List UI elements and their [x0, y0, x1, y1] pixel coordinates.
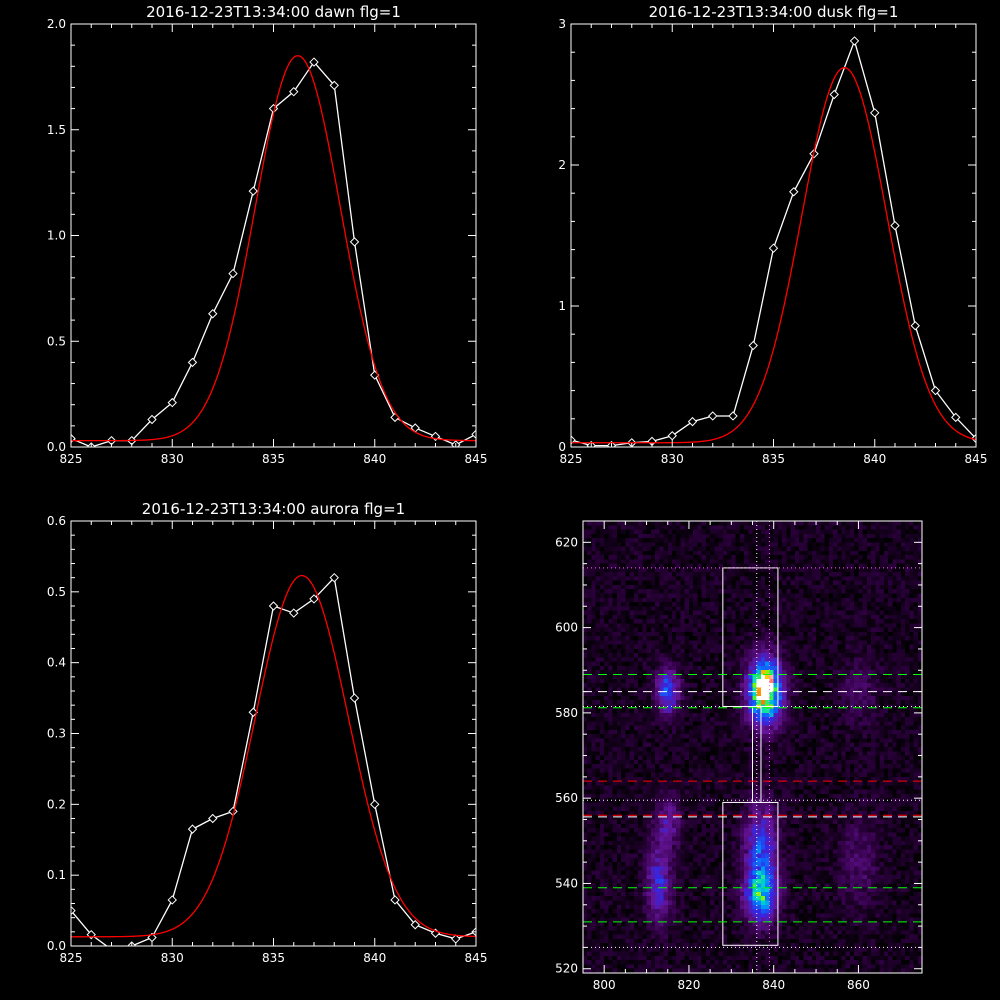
- y-tick-label: 520: [555, 962, 578, 976]
- data-point-diamond: [167, 895, 177, 905]
- data-point-diamond: [390, 895, 400, 905]
- x-tick-label: 825: [60, 452, 83, 466]
- data-point-diamond: [86, 929, 96, 940]
- y-tick-label: 1.0: [47, 229, 66, 243]
- y-tick-label: 580: [555, 706, 578, 720]
- data-point-diamond: [728, 411, 738, 421]
- x-tick-label: 840: [762, 978, 785, 992]
- panel-2: 825 830 835 840 845 0 1 2 3 2016-12-23T13:34:00 d…: [558, 3, 987, 466]
- data-point-diamond: [910, 321, 920, 331]
- y-tick-label: 0.2: [47, 797, 66, 811]
- data-point-diamond: [951, 412, 961, 423]
- data-point-diamond: [208, 813, 218, 824]
- y-tick-label: 560: [555, 791, 578, 805]
- data-point-diamond: [748, 340, 758, 351]
- y-tick-label: 0.0: [47, 440, 66, 454]
- data-point-diamond: [147, 414, 157, 425]
- region-box-1: [722, 567, 779, 707]
- y-tick-label: 2: [558, 158, 566, 172]
- y-tick-label: 0.6: [47, 514, 66, 528]
- x-tick-label: 835: [262, 951, 285, 965]
- data-point-diamond: [187, 824, 198, 834]
- data-point-diamond: [187, 357, 198, 368]
- data-point-diamond: [248, 707, 258, 717]
- connector-box: [752, 705, 762, 803]
- data-point-diamond: [329, 80, 339, 91]
- data-point-diamond: [228, 268, 238, 279]
- y-tick-label: 0.0: [47, 939, 66, 953]
- x-tick-label: 840: [363, 452, 386, 466]
- gaussian-fit-line: [71, 574, 476, 938]
- data-point-diamond: [248, 186, 258, 196]
- plot-area: [71, 572, 476, 946]
- data-point-diamond: [410, 920, 420, 930]
- data-point-diamond: [268, 601, 279, 611]
- data-point-diamond: [309, 594, 319, 604]
- y-tick-label: 0.4: [47, 656, 66, 670]
- plot-area: [583, 521, 922, 973]
- panel-title: 2016-12-23T13:34:00 aurora flg=1: [142, 500, 405, 518]
- data-point-diamond: [309, 57, 319, 67]
- data-point-diamond: [289, 608, 299, 618]
- y-tick-label: 0.3: [47, 727, 66, 741]
- gaussian-fit-line: [71, 55, 476, 442]
- y-tick-label: 1: [558, 299, 566, 313]
- x-tick-label: 835: [762, 452, 785, 466]
- data-point-diamond: [349, 237, 360, 247]
- data-point-diamond: [571, 435, 576, 445]
- y-tick-label: 1.5: [47, 123, 66, 137]
- x-tick-label: 825: [60, 951, 83, 965]
- data-point-diamond: [768, 243, 779, 253]
- plot-area: [571, 36, 976, 447]
- x-tick-label: 845: [465, 452, 488, 466]
- data-point-diamond: [71, 905, 76, 916]
- gaussian-fit-line: [571, 67, 976, 444]
- data-point-diamond: [890, 220, 900, 231]
- panel-title: 2016-12-23T13:34:00 dawn flg=1: [146, 3, 401, 21]
- region-box-2: [722, 801, 779, 946]
- x-tick-label: 800: [593, 978, 616, 992]
- x-tick-label: 860: [847, 978, 870, 992]
- plot-area: [71, 55, 476, 447]
- x-tick-label: 835: [262, 452, 285, 466]
- panel-title: 2016-12-23T13:34:00 dusk flg=1: [649, 3, 899, 21]
- data-point-diamond: [829, 89, 839, 100]
- data-point-diamond: [329, 572, 339, 583]
- panel-3: 825 830 835 840 845 0.0 0.1 0.2 0.3 0.4 0.5 0.6 2016…: [47, 500, 488, 965]
- data-point-diamond: [930, 385, 941, 396]
- y-tick-label: 540: [555, 876, 578, 890]
- x-tick-label: 830: [661, 452, 684, 466]
- panel-1: 825 830 835 840 845 0.0 0.5 1.0 1.5 2.0 2016-12-23…: [47, 3, 488, 466]
- data-point-diamond: [167, 397, 177, 408]
- data-point-diamond: [370, 799, 380, 810]
- x-tick-label: 845: [965, 452, 988, 466]
- panel-4: 800 820 840 860 520 540 560 580 600 620: [555, 520, 923, 992]
- data-point-diamond: [471, 429, 476, 440]
- y-tick-label: 3: [558, 17, 566, 31]
- x-tick-label: 820: [677, 978, 700, 992]
- x-tick-label: 840: [363, 951, 386, 965]
- y-tick-label: 0.5: [47, 334, 66, 348]
- data-point-diamond: [849, 36, 860, 46]
- y-tick-label: 2.0: [47, 17, 66, 31]
- x-tick-label: 825: [560, 452, 583, 466]
- data-point-diamond: [687, 416, 698, 427]
- data-point-diamond: [708, 411, 718, 421]
- data-point-diamond: [870, 108, 880, 118]
- y-tick-label: 600: [555, 621, 578, 635]
- y-tick-label: 0.5: [47, 585, 66, 599]
- x-tick-label: 830: [161, 951, 184, 965]
- x-tick-label: 845: [465, 951, 488, 965]
- data-point-diamond: [349, 693, 360, 703]
- x-tick-label: 840: [863, 452, 886, 466]
- y-tick-label: 0.1: [47, 868, 66, 882]
- x-tick-label: 830: [161, 452, 184, 466]
- data-point-diamond: [289, 86, 299, 97]
- y-tick-label: 0: [558, 440, 566, 454]
- y-tick-label: 620: [555, 535, 578, 549]
- data-point-diamond: [789, 187, 799, 197]
- data-point-diamond: [208, 309, 218, 319]
